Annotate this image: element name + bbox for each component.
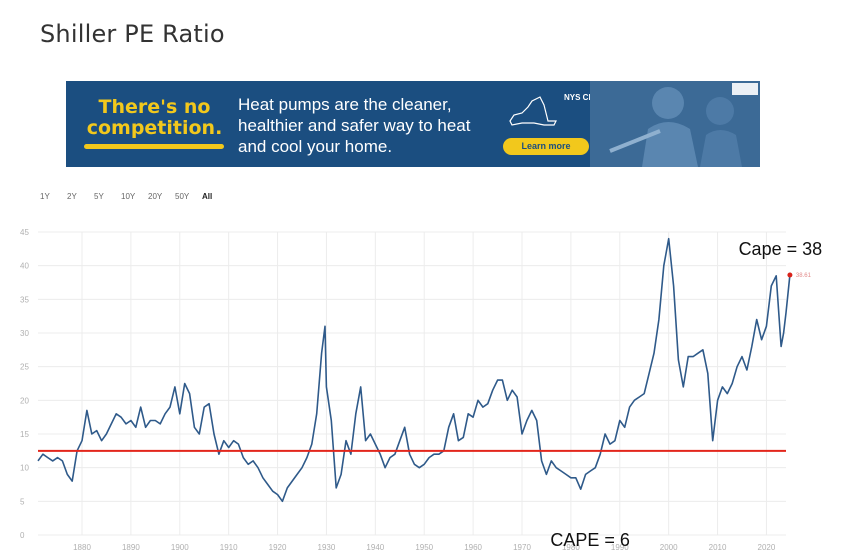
x-tick-label: 1930 xyxy=(318,543,336,552)
range-20y[interactable]: 20Y xyxy=(148,192,163,201)
chart-marks: 38.61 Cape = 38 CAPE = 6 xyxy=(38,239,822,550)
x-tick-label: 1980 xyxy=(562,543,580,552)
range-all[interactable]: All xyxy=(202,192,213,201)
x-tick-label: 1960 xyxy=(464,543,482,552)
ad-choices-icon[interactable] xyxy=(732,83,758,95)
x-tick-label: 2010 xyxy=(709,543,727,552)
x-tick-label: 1990 xyxy=(611,543,629,552)
x-tick-label: 2020 xyxy=(758,543,776,552)
x-tick-label: 1940 xyxy=(366,543,384,552)
x-tick-label: 1890 xyxy=(122,543,140,552)
x-tick-label: 2000 xyxy=(660,543,678,552)
y-tick-label: 30 xyxy=(20,329,29,338)
chart-annotation: Cape = 38 xyxy=(739,239,823,259)
ad-banner[interactable]: There's no competition. Heat pumps are t… xyxy=(66,81,760,167)
x-tick-label: 1920 xyxy=(269,543,287,552)
ad-headline-line-1: There's no xyxy=(98,96,211,118)
ad-underline xyxy=(84,144,224,149)
x-tick-label: 1880 xyxy=(73,543,91,552)
last-value-point xyxy=(787,272,793,278)
ad-hockey-player-image xyxy=(590,81,760,167)
y-tick-label: 10 xyxy=(20,464,29,473)
y-tick-label: 45 xyxy=(20,228,29,237)
y-tick-label: 15 xyxy=(20,430,29,439)
ad-learn-more-button[interactable]: Learn more xyxy=(503,138,589,155)
ad-headline: There's no competition. xyxy=(82,97,227,139)
chart-series xyxy=(37,237,791,503)
y-tick-label: 20 xyxy=(20,396,29,405)
range-50y[interactable]: 50Y xyxy=(175,192,190,201)
range-10y[interactable]: 10Y xyxy=(121,192,136,201)
range-2y[interactable]: 2Y xyxy=(67,192,77,201)
x-tick-label: 1910 xyxy=(220,543,238,552)
page-title: Shiller PE Ratio xyxy=(40,20,225,48)
new-york-state-logo-icon xyxy=(509,96,557,126)
ad-headline-line-2: competition. xyxy=(86,117,223,139)
range-5y[interactable]: 5Y xyxy=(94,192,104,201)
y-tick-label: 40 xyxy=(20,262,29,271)
y-tick-label: 0 xyxy=(20,531,25,540)
chart-grid xyxy=(38,231,786,536)
x-tick-label: 1950 xyxy=(415,543,433,552)
last-value-label: 38.61 xyxy=(796,273,812,279)
y-tick-label: 25 xyxy=(20,363,29,372)
range-selector: 1Y 2Y 5Y 10Y 20Y 50Y All xyxy=(40,192,229,201)
ad-body-text: Heat pumps are the cleaner, healthier an… xyxy=(238,95,471,156)
x-axis-ticks: 1880 1890 1900 1910 1920 1930 1940 1950 1960 1970… xyxy=(73,543,776,552)
range-1y[interactable]: 1Y xyxy=(40,192,50,201)
chart-annotation: CAPE = 6 xyxy=(550,530,630,550)
cape-series-line xyxy=(37,237,791,503)
y-tick-label: 5 xyxy=(20,497,25,506)
y-axis-ticks: 0 5 10 15 20 25 30 35 40 45 xyxy=(20,228,29,540)
y-tick-label: 35 xyxy=(20,295,29,304)
x-tick-label: 1900 xyxy=(171,543,189,552)
x-tick-label: 1970 xyxy=(513,543,531,552)
